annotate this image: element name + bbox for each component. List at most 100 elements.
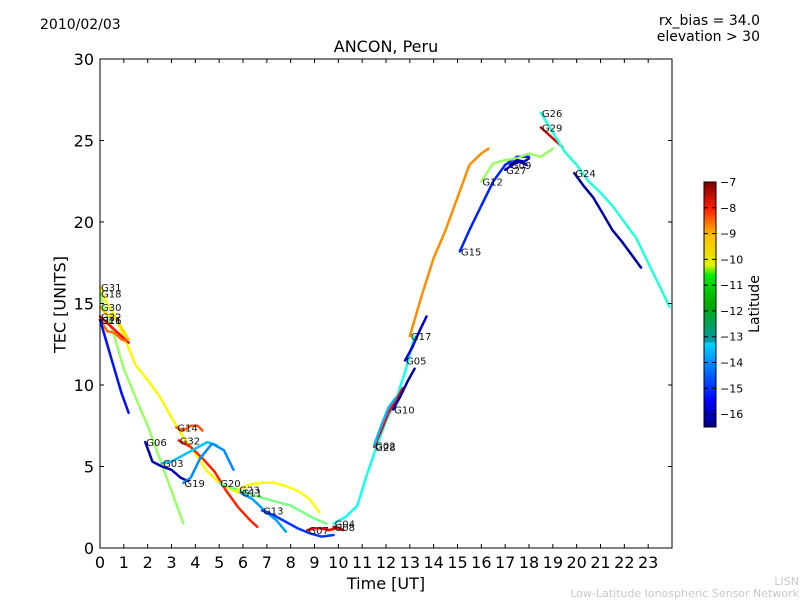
series-label-G32: G32 [180,436,200,447]
series-line-G17 [408,147,490,338]
series-line-G05 [403,315,428,362]
series-line-G21 [98,318,128,343]
x-tick-label: 23 [638,553,658,572]
series-label-G16: G16 [101,316,121,327]
series-line-G19 [182,442,235,485]
y-tick-label: 30 [74,50,94,69]
series-label-G26: G26 [542,109,562,120]
elevation-label: elevation > 30 [656,29,760,45]
series-line-G27 [503,160,528,172]
x-tick-label: 5 [214,553,224,572]
x-tick-label: 20 [566,553,586,572]
series-label-G12: G12 [482,177,502,188]
series-label-G03: G03 [163,459,183,470]
lisn-short-label: LISN [774,575,799,588]
series-line-G16 [98,318,130,414]
colorbar-tick-label: −8 [720,202,736,215]
x-tick-label: 21 [590,553,610,572]
colorbar-tick-label: −13 [720,331,743,344]
colorbar-tick-label: −15 [720,382,743,395]
x-tick-label: 18 [519,553,539,572]
y-tick-label: 0 [84,539,94,558]
x-axis-label: Time [UT] [346,574,426,593]
x-tick-label: 10 [328,553,348,572]
series-label-G14: G14 [177,423,197,434]
y-tick-label: 20 [74,213,94,232]
x-tick-label: 8 [286,553,296,572]
colorbar-tick-label: −11 [720,279,743,292]
series-label-G06: G06 [146,438,166,449]
series-label-G04: G04 [335,520,355,531]
series-label-G31: G31 [101,283,121,294]
lisn-long-label: Low-Latitude Ionospheric Sensor Network [570,587,799,600]
x-tick-label: 16 [471,553,491,572]
colorbar [703,181,717,428]
series-label-G29: G29 [542,123,562,134]
x-tick-label: 11 [352,553,372,572]
x-tick-label: 17 [495,553,515,572]
series-label-G13: G13 [263,507,283,518]
x-tick-label: 6 [238,553,248,572]
series-line-G28 [372,387,404,449]
plot-frame [99,58,673,549]
colorbar-tick-label: −16 [720,408,743,421]
series-layer [98,111,671,538]
x-tick-label: 1 [119,553,129,572]
y-ticks: 0 5 10 15 20 25 30 [74,50,672,558]
series-line-G10 [391,367,416,411]
rx-info: rx_bias = 34.0 elevation > 30 [657,13,760,45]
series-line-G02 [372,396,397,447]
series-label-G27: G27 [506,166,526,177]
series-line-G30 [98,305,130,341]
x-tick-label: 22 [614,553,634,572]
chart-title: ANCON, Peru [333,37,439,56]
series-label-G09: G09 [511,161,531,172]
series-label-G24: G24 [575,169,595,180]
series-label-G20: G20 [220,479,240,490]
colorbar-tick-label: −9 [720,228,736,241]
y-tick-label: 5 [84,458,94,477]
x-tick-label: 14 [423,553,443,572]
x-tick-label: 12 [376,553,396,572]
series-label-G21: G21 [101,316,121,327]
x-tick-label: 9 [309,553,319,572]
series-line-G23 [236,481,321,514]
series-label-G18: G18 [101,290,121,301]
series-label-G10: G10 [394,405,414,416]
x-tick-label: 3 [166,553,176,572]
x-tick-label: 19 [543,553,563,572]
series-label-G15: G15 [461,247,481,258]
x-tick-label: 15 [447,553,467,572]
series-label-G28: G28 [375,443,395,454]
series-line-G18 [98,292,185,525]
series-line-G22 [98,315,130,344]
series-line-G07 [306,527,338,532]
series-label-G30: G30 [101,303,121,314]
x-tick-label: 4 [190,553,200,572]
colorbar-tick-label: −10 [720,253,743,266]
series-line-G13 [260,509,335,538]
series-label-G02: G02 [375,441,395,452]
series-line-G15 [458,155,531,253]
series-label-G19: G19 [184,479,204,490]
series-line-G14 [175,424,204,432]
series-line-G24 [573,171,643,269]
colorbar-tick-label: −12 [720,305,743,318]
colorbar-tick-label: −14 [720,357,743,370]
colorbar-tick-label: −7 [720,176,736,189]
series-line-G08 [332,525,345,532]
x-tick-label: 2 [143,553,153,572]
series-label-G07: G07 [308,526,328,537]
series-line-G03 [160,440,219,465]
series-line-G06 [144,440,190,483]
x-tick-label: 0 [95,553,105,572]
series-label-G23: G23 [239,485,259,496]
y-tick-label: 15 [74,295,94,314]
series-label-G22: G22 [101,313,121,324]
date-label: 2010/02/03 [40,17,121,33]
series-label-G05: G05 [406,357,426,368]
series-line-G26 [539,111,671,309]
series-line-G12 [480,147,555,183]
series-line-G04 [332,334,416,525]
